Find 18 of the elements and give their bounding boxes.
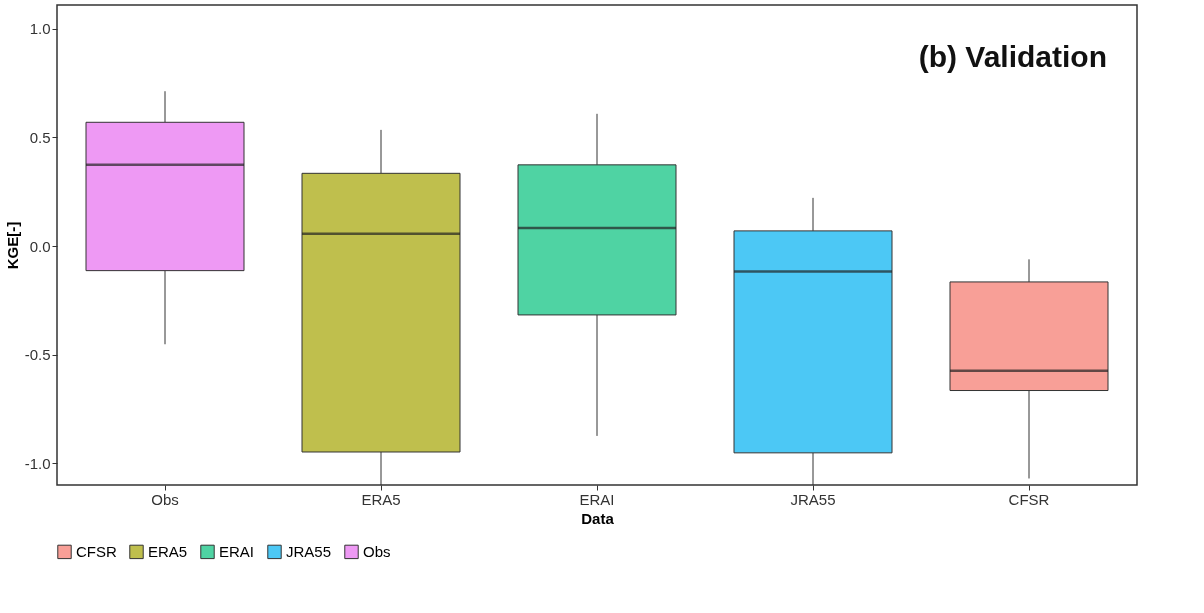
y-tick-label: 0.0 — [29, 237, 51, 255]
y-tick-label: -0.5 — [24, 346, 51, 364]
x-tick-label: JRA55 — [790, 490, 836, 508]
legend-label: ERAI — [219, 542, 255, 560]
legend-label: JRA55 — [286, 542, 332, 560]
y-tick-label: -1.0 — [24, 454, 51, 472]
y-tick-label: 0.5 — [29, 128, 51, 146]
annotation: (b) Validation — [918, 40, 1107, 73]
x-axis-title: Data — [581, 509, 615, 527]
legend-label: ERA5 — [148, 542, 188, 560]
y-tick-label: 1.0 — [29, 20, 51, 38]
x-tick-label: ERAI — [579, 490, 615, 508]
legend-label: CFSR — [76, 542, 117, 560]
x-tick-label: CFSR — [1008, 490, 1050, 508]
x-tick-label: Obs — [151, 490, 179, 508]
x-tick-label: ERA5 — [361, 490, 401, 508]
legend-label: Obs — [363, 542, 391, 560]
y-axis-title: KGE[-] — [3, 221, 21, 270]
